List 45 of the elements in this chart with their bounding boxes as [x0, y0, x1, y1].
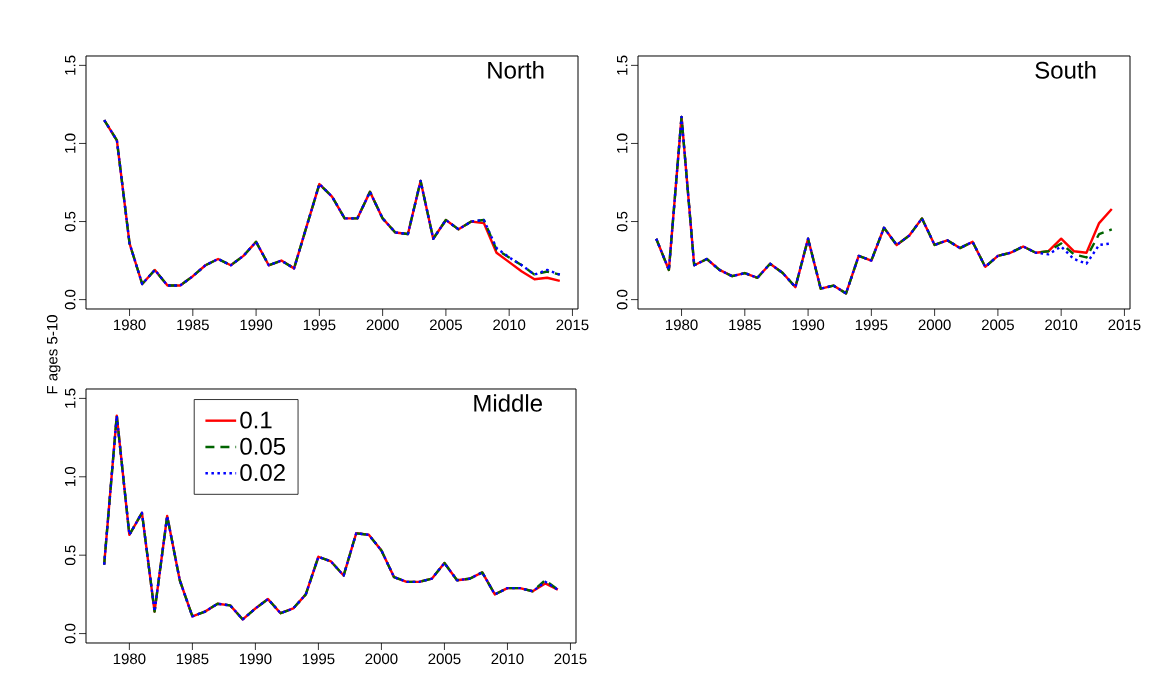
y-tick-label: 0.0 — [64, 623, 76, 644]
x-tick-label: 2015 — [556, 319, 589, 331]
x-tick-label: 1985 — [176, 653, 209, 665]
x-tick-label: 2000 — [918, 319, 951, 331]
x-tick-label: 1980 — [113, 653, 146, 665]
x-tick-label: 2015 — [1108, 319, 1141, 331]
y-tick-label: 1.0 — [616, 133, 628, 153]
x-tick-label: 2010 — [493, 319, 526, 331]
x-tick-label: 2005 — [429, 319, 462, 331]
x-tick-label: 1990 — [239, 653, 272, 665]
x-tick-label: 1990 — [240, 319, 273, 331]
legend-label: 0.1 — [240, 411, 272, 429]
x-tick-label: 1980 — [666, 319, 698, 331]
y-tick-label: 0.5 — [616, 211, 628, 232]
x-tick-label: 2015 — [554, 653, 587, 665]
legend-label: 0.05 — [240, 437, 286, 455]
y-tick-label: 1.5 — [617, 55, 628, 75]
x-tick-label: 1995 — [303, 319, 336, 331]
legend-label: 0.02 — [240, 464, 285, 482]
y-tick-label: 1.0 — [64, 133, 76, 153]
chart-title: South — [1035, 61, 1096, 79]
x-tick-label: 2005 — [981, 319, 1014, 331]
y-tick-label: 1.5 — [65, 388, 76, 408]
line-series — [655, 115, 1113, 295]
x-tick-label: 1985 — [177, 319, 209, 331]
x-tick-label: 1995 — [855, 319, 888, 331]
x-tick-label: 1985 — [729, 319, 761, 331]
x-tick-label: 2000 — [366, 319, 399, 331]
x-tick-label: 2010 — [491, 653, 524, 665]
x-tick-label: 2010 — [1045, 319, 1078, 331]
y-axis-title: F ages 5-10 — [46, 315, 61, 394]
y-tick-label: 0.5 — [64, 545, 76, 566]
x-tick-label: 1980 — [114, 319, 146, 331]
y-tick-label: 0.0 — [64, 289, 76, 310]
chart-title: Middle — [474, 394, 542, 412]
line-series — [103, 118, 561, 287]
chart-title: North — [488, 61, 544, 79]
y-tick-label: 0.5 — [64, 211, 76, 232]
x-tick-label: 1995 — [302, 653, 335, 665]
x-tick-label: 2000 — [365, 653, 398, 665]
y-tick-label: 0.0 — [616, 289, 628, 310]
x-tick-label: 1990 — [792, 319, 825, 331]
x-tick-label: 2005 — [428, 653, 461, 665]
y-tick-label: 1.5 — [65, 55, 76, 75]
y-tick-label: 1.0 — [64, 466, 76, 487]
